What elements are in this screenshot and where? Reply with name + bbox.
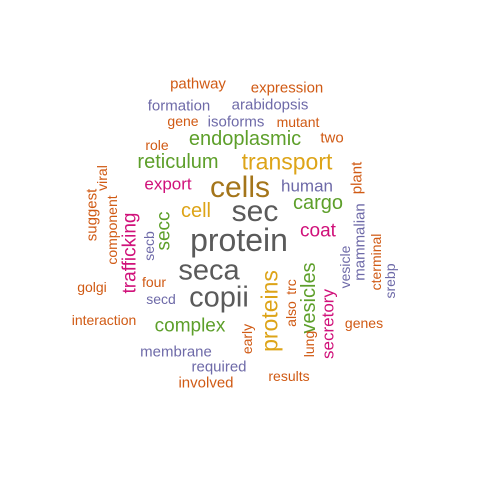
word: transport [241, 148, 333, 175]
word: secc [153, 211, 175, 251]
word: role [145, 137, 169, 153]
word: copii [189, 281, 249, 314]
word: required [191, 358, 247, 376]
word: gene [167, 113, 199, 129]
word: protein [190, 222, 288, 258]
word: seca [178, 254, 240, 287]
word: vesicles [298, 262, 320, 334]
word: coat [300, 220, 336, 242]
word: cell [180, 200, 212, 222]
word: srebp [382, 263, 398, 299]
word: mammalian [351, 203, 369, 281]
word: plant [348, 161, 366, 195]
word: interaction [71, 312, 137, 328]
word: reticulum [137, 151, 219, 173]
word: export [144, 174, 192, 194]
word: also [283, 301, 299, 327]
word: involved [178, 374, 234, 392]
word: arabidopsis [231, 96, 309, 114]
word: human [281, 176, 333, 196]
word: sec [231, 195, 279, 228]
word: early [239, 323, 255, 355]
word: isoforms [207, 113, 265, 131]
word: formation [147, 97, 211, 115]
word: complex [154, 315, 226, 337]
word: trc [283, 279, 299, 295]
word: secd [146, 291, 176, 307]
word: cargo [292, 192, 344, 214]
word: membrane [140, 343, 212, 361]
word: cterminal [368, 233, 384, 291]
word: golgi [77, 279, 107, 295]
word: genes [344, 315, 384, 331]
word: endoplasmic [188, 128, 302, 150]
word: lung [301, 330, 317, 358]
word: trafficking [119, 212, 141, 294]
word: proteins [256, 270, 283, 352]
word: vesicle [337, 245, 353, 289]
word: secretory [318, 289, 338, 359]
word: cells [209, 171, 271, 204]
word: expression [250, 79, 324, 97]
word: suggest [83, 188, 101, 242]
word: results [268, 368, 310, 384]
word: two [320, 129, 344, 147]
word: component [104, 195, 120, 265]
word: mutant [276, 114, 320, 130]
word: pathway [170, 75, 226, 93]
word: viral [94, 165, 110, 191]
word: four [141, 274, 167, 290]
